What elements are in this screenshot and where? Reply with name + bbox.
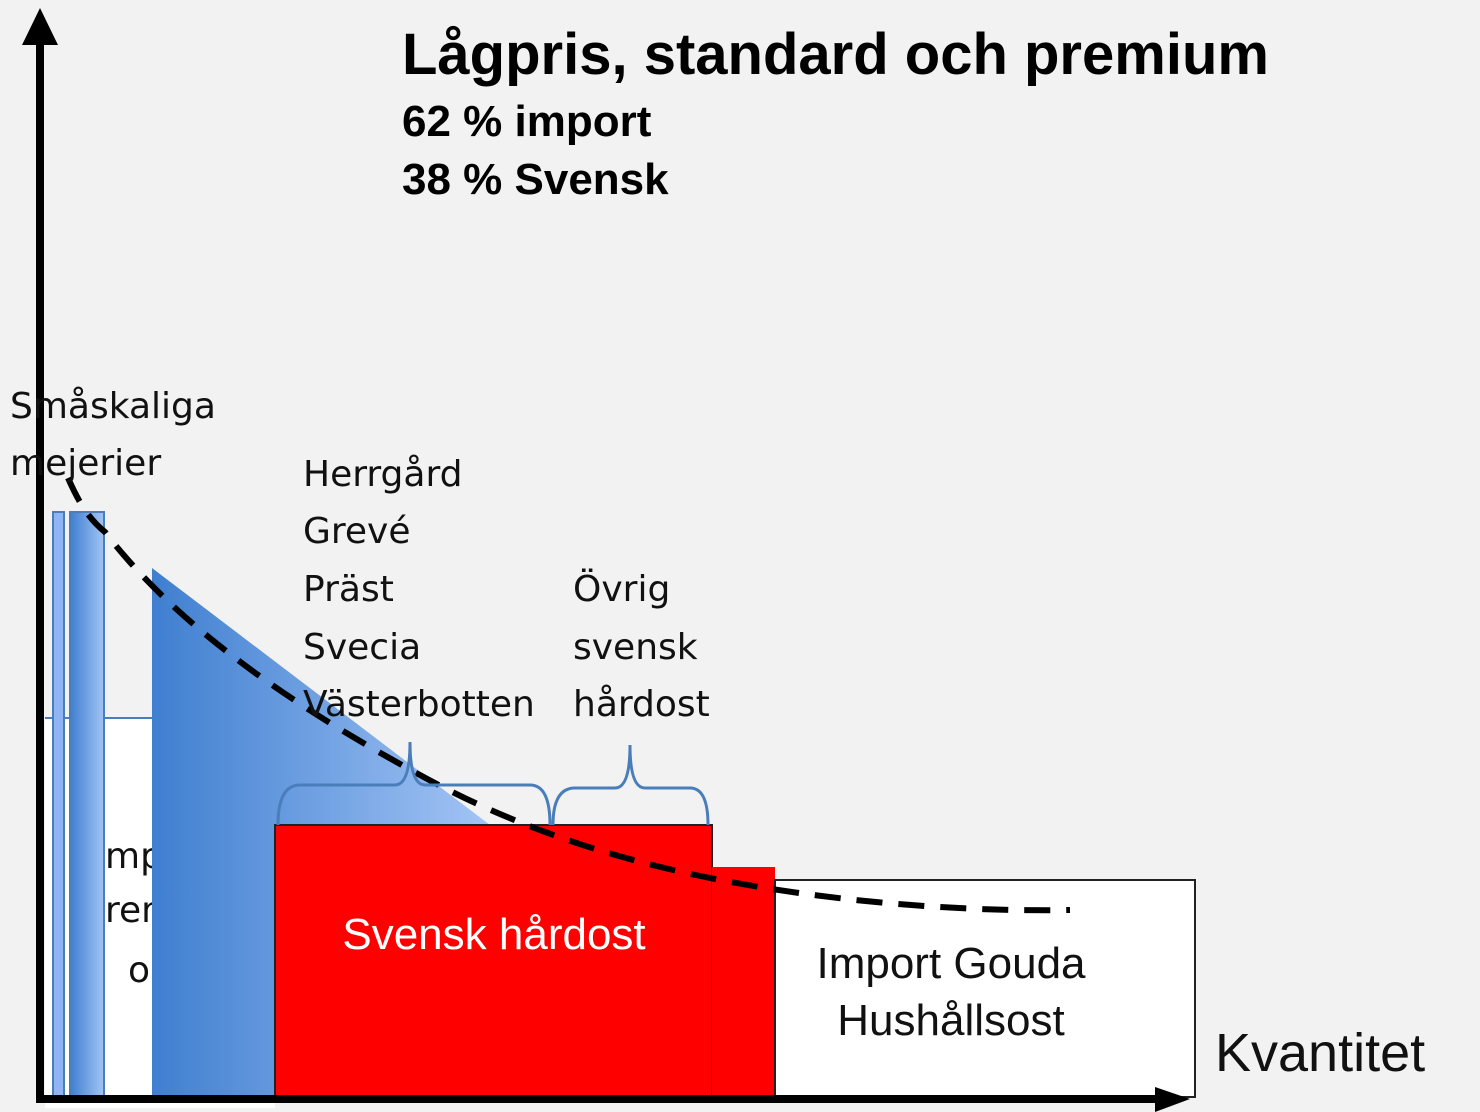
brand: Herrgård — [303, 454, 463, 495]
import-block — [774, 879, 1196, 1098]
brand: Grevé — [303, 511, 411, 552]
brand: Präst — [303, 569, 394, 610]
subtitle: 62 % import — [402, 97, 652, 146]
block-label: Svensk hårdost — [342, 910, 645, 959]
label: Övrig — [573, 568, 670, 610]
y-arrow — [22, 8, 58, 45]
swedish-block — [274, 824, 713, 1098]
hidden-fragment: o — [128, 950, 150, 991]
red-block — [712, 867, 775, 1097]
brand-list: Herrgård Grevé Präst Svecia Västerbotten — [303, 454, 535, 725]
block-label: Import Gouda — [816, 939, 1086, 988]
label: hårdost — [573, 684, 710, 725]
brace — [276, 741, 552, 826]
small-bar — [52, 511, 65, 1099]
demand-curve — [65, 476, 1071, 914]
block-label: Hushållsost — [837, 996, 1064, 1045]
label: svensk — [573, 627, 698, 668]
brand: Svecia — [303, 627, 421, 668]
label: mejerier — [10, 443, 161, 484]
brand-triangle — [152, 568, 490, 1097]
x-arrow — [1155, 1087, 1190, 1112]
subtitle: 38 % Svensk — [402, 155, 669, 204]
title: Lågpris, standard och premium — [402, 22, 1269, 87]
x-axis-label: Kvantitet — [1215, 1023, 1425, 1083]
small-bar — [69, 511, 105, 1099]
label: Småskaliga — [10, 386, 216, 427]
brand: Västerbotten — [303, 684, 535, 725]
brace — [551, 744, 710, 826]
